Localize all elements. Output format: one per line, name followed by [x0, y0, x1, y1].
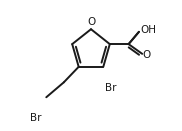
Text: Br: Br — [105, 83, 117, 93]
Text: O: O — [87, 17, 95, 27]
Text: O: O — [143, 50, 151, 60]
Text: Br: Br — [30, 113, 41, 123]
Text: OH: OH — [141, 25, 157, 35]
